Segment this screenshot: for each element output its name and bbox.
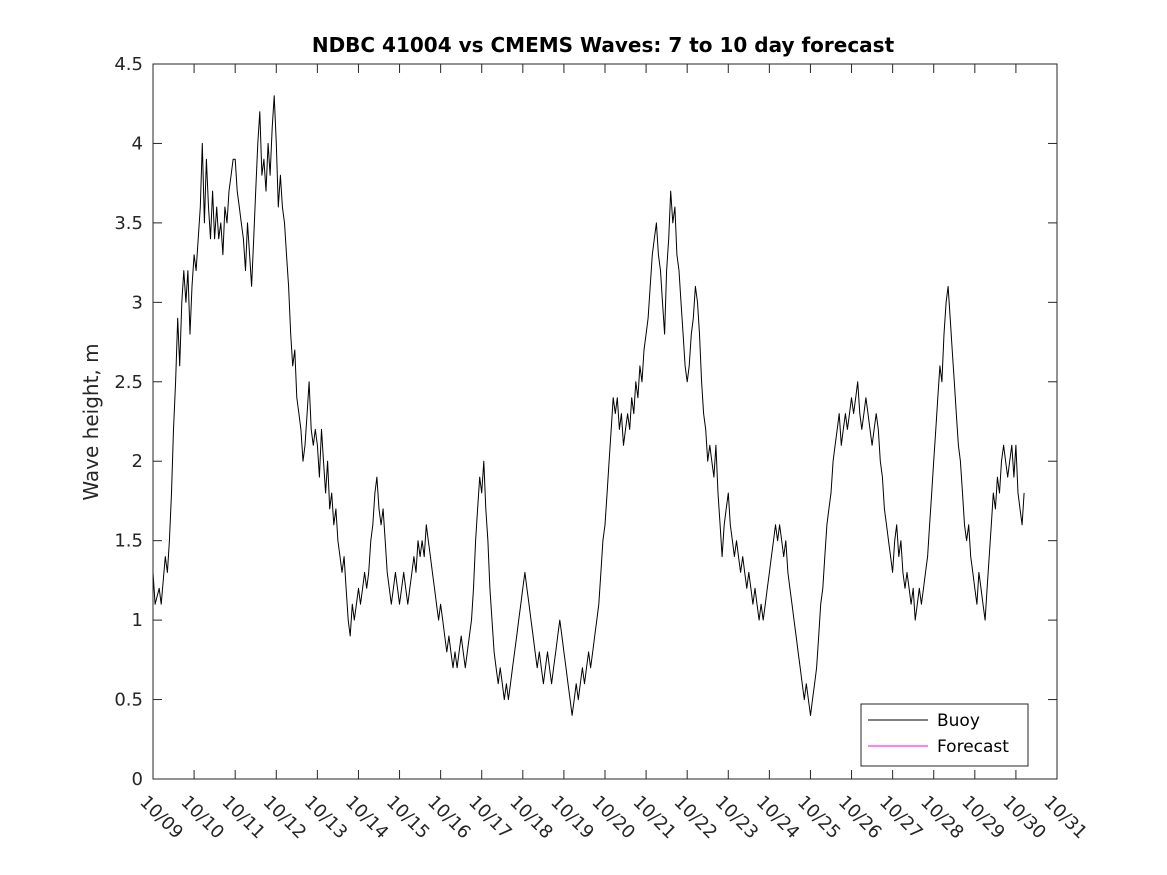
legend-buoy-label: Buoy — [937, 711, 980, 731]
y-tick-label: 4 — [132, 133, 143, 154]
y-tick-label: 1 — [132, 610, 143, 631]
legend-box — [860, 703, 1029, 767]
y-tick-label: 0 — [132, 769, 143, 790]
y-axis-label: Wave height, m — [79, 343, 103, 500]
legend-forecast-label: Forecast — [937, 737, 1009, 757]
buoy-series — [152, 95, 1025, 716]
y-tick-label: 0.5 — [114, 690, 143, 711]
y-tick-label: 3 — [132, 292, 143, 313]
plot-background — [153, 64, 1057, 779]
y-tick-label: 2.5 — [114, 372, 143, 393]
chart-title: NDBC 41004 vs CMEMS Waves: 7 to 10 day f… — [312, 33, 895, 57]
legend: Buoy Forecast — [860, 703, 1029, 767]
axes-box — [152, 63, 1058, 780]
y-tick-label: 2 — [132, 451, 143, 472]
buoy-line — [152, 95, 1025, 716]
y-tick-label: 1.5 — [114, 531, 143, 552]
plot-area — [153, 64, 1057, 779]
y-tick-label: 4.5 — [114, 54, 143, 75]
y-tick-label: 3.5 — [114, 213, 143, 234]
axes-frame — [152, 63, 1058, 780]
